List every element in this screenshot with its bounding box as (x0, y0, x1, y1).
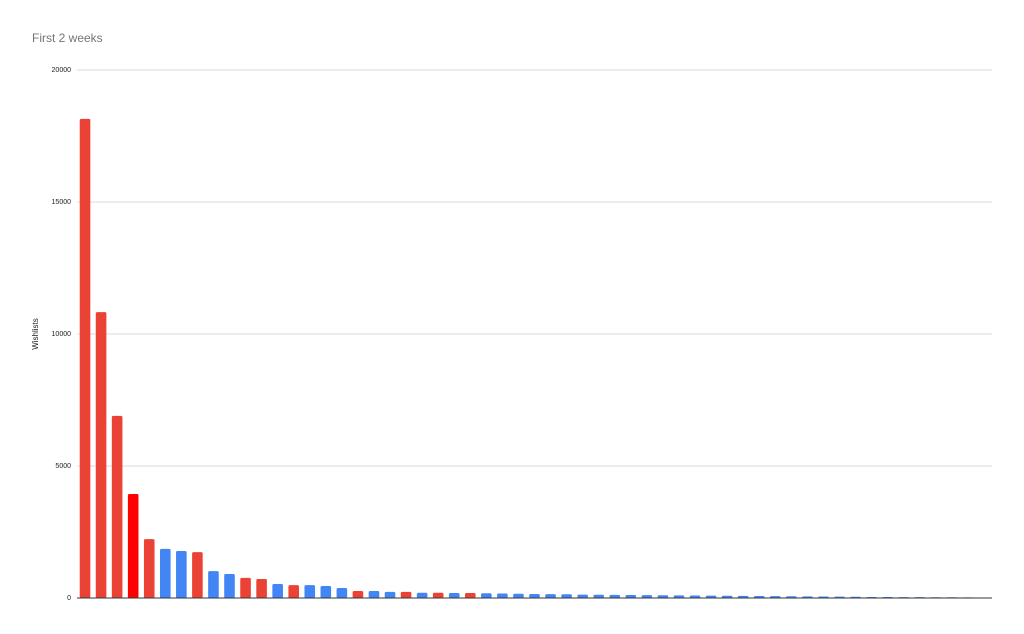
bar (593, 594, 605, 598)
bar (192, 552, 203, 598)
bar (448, 592, 460, 598)
bar (400, 591, 412, 598)
bar (159, 548, 171, 598)
bar (127, 493, 139, 598)
bar (224, 573, 235, 598)
bar (545, 594, 556, 598)
bar (176, 551, 187, 598)
y-tick-label: 5000 (55, 463, 71, 470)
bar (657, 595, 669, 598)
bar (497, 593, 508, 598)
bar (561, 594, 572, 598)
bar (384, 591, 396, 598)
bar (304, 585, 316, 598)
bar (737, 595, 749, 598)
bar (481, 593, 492, 598)
bar (352, 591, 364, 598)
bar (513, 593, 524, 598)
bar (609, 594, 621, 598)
bar (95, 312, 107, 598)
bar (464, 592, 476, 598)
bar (721, 595, 733, 598)
bar (272, 584, 283, 598)
bar (416, 592, 428, 598)
bar (208, 571, 219, 598)
bar (288, 585, 300, 598)
y-tick-label: 10000 (52, 331, 72, 338)
y-tick-label: 15000 (52, 199, 72, 206)
bar (641, 595, 653, 598)
bar (705, 595, 717, 598)
bar (143, 539, 155, 598)
bar (111, 415, 123, 598)
bar (689, 595, 701, 598)
bar (240, 577, 251, 598)
y-tick-label: 20000 (52, 67, 72, 74)
bar (625, 594, 637, 598)
bar (79, 118, 91, 598)
y-tick-label: 0 (67, 595, 71, 602)
bar (320, 585, 332, 598)
chart-title: First 2 weeks (32, 31, 103, 45)
y-axis-label: Wishlists (31, 318, 40, 350)
bar (336, 587, 348, 598)
bar (256, 578, 267, 598)
bar (673, 595, 685, 598)
bar (432, 592, 444, 598)
bar (529, 594, 540, 598)
bar (368, 591, 380, 598)
bar (577, 594, 588, 598)
